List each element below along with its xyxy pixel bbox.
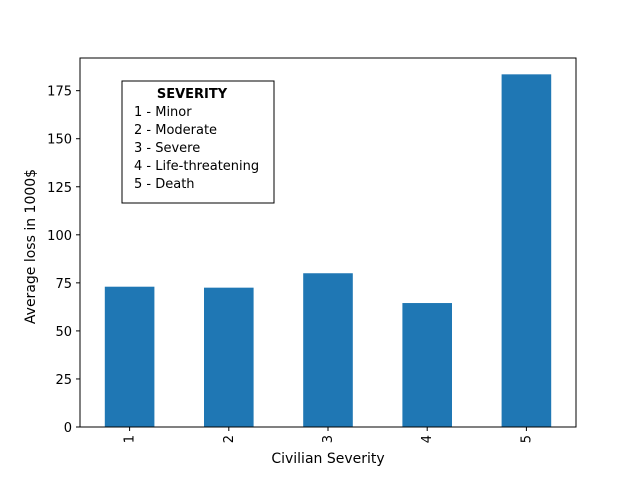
legend-box xyxy=(121,80,275,204)
y-axis-ticks: 0 25 50 75 100 125 150 175 xyxy=(47,85,80,436)
legend-title: SEVERITY xyxy=(157,87,228,102)
x-tick-label: 1 xyxy=(123,435,138,443)
legend-entry: 2 - Moderate xyxy=(134,123,217,138)
y-tick-label: 150 xyxy=(47,133,72,148)
legend-entry: 5 - Death xyxy=(134,177,195,192)
bar-1 xyxy=(104,286,155,427)
plot-frame xyxy=(79,57,577,428)
y-tick-label: 25 xyxy=(55,373,72,388)
y-tick-label: 100 xyxy=(47,229,72,244)
y-tick-label: 175 xyxy=(47,85,72,100)
y-tick-label: 0 xyxy=(64,421,72,436)
bars-group xyxy=(104,74,552,427)
y-tick-label: 50 xyxy=(55,325,72,340)
legend-entry: 4 - Life-threatening xyxy=(134,159,259,174)
legend: SEVERITY 1 - Minor 2 - Moderate 3 - Seve… xyxy=(121,80,275,204)
y-tick-label: 75 xyxy=(55,277,72,292)
bar-3 xyxy=(303,273,353,427)
y-tick-label: 125 xyxy=(47,181,72,196)
x-tick-label: 5 xyxy=(519,435,534,443)
x-axis-label: Civilian Severity xyxy=(271,451,384,467)
bar-2 xyxy=(204,287,254,427)
x-tick-label: 3 xyxy=(321,435,336,443)
x-axis-ticks: 1 2 3 4 5 xyxy=(123,427,534,443)
x-tick-label: 4 xyxy=(420,435,435,443)
legend-entry: 1 - Minor xyxy=(134,105,192,120)
bar-4 xyxy=(402,303,452,427)
bar-5 xyxy=(501,74,552,427)
x-tick-label: 2 xyxy=(222,435,237,443)
y-axis-label: Average loss in 1000$ xyxy=(23,169,39,324)
legend-entry: 3 - Severe xyxy=(134,141,200,156)
